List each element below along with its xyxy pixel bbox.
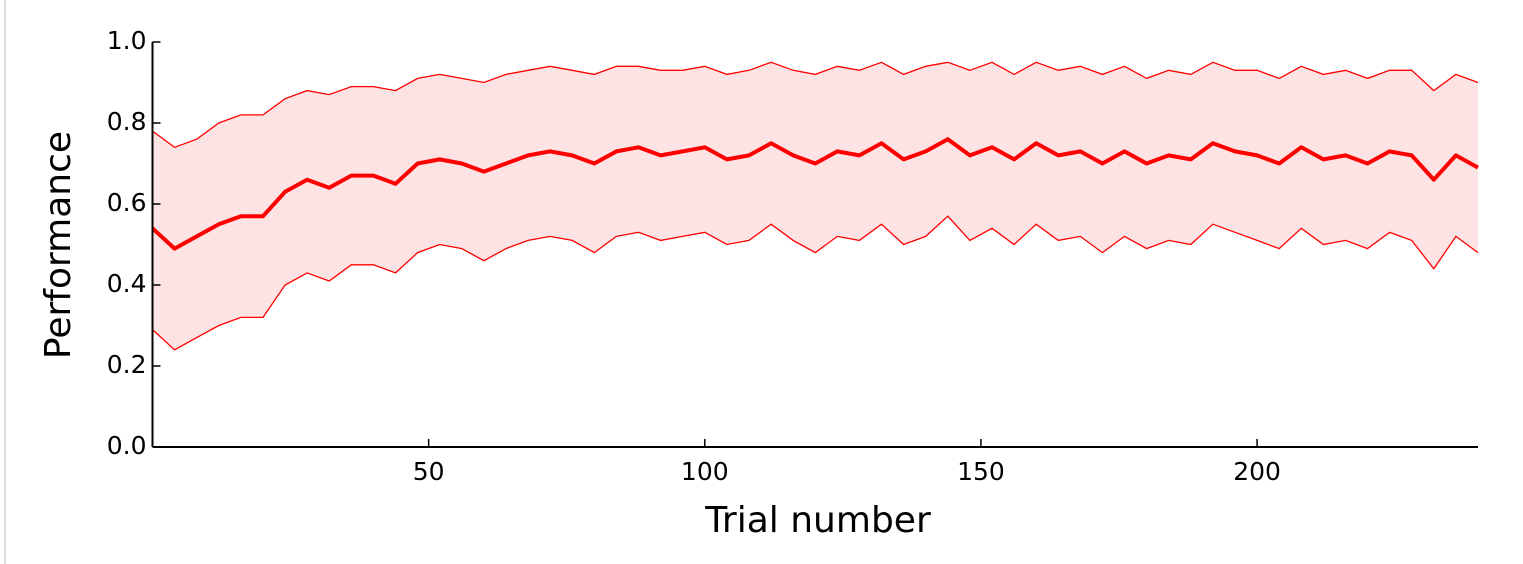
y-tick-label: 0.2 — [107, 350, 147, 379]
y-tick-label: 0.8 — [107, 107, 147, 136]
y-tick-label: 1.0 — [107, 26, 147, 55]
y-tick-label: 0.4 — [107, 269, 147, 298]
band-lower-line — [152, 215, 1479, 351]
y-axis-label: Performance — [38, 131, 79, 359]
x-tick-label: 100 — [681, 457, 729, 486]
mean-line — [151, 137, 1479, 251]
x-tick-label: 150 — [957, 457, 1005, 486]
y-tick-label: 0.0 — [107, 431, 147, 460]
x-axis-label: Trial number — [704, 500, 931, 541]
confidence-band — [152, 62, 1478, 350]
band-upper-line — [152, 61, 1479, 149]
x-tick-label: 50 — [413, 457, 445, 486]
x-tick-label: 200 — [1233, 457, 1281, 486]
y-tick-label: 0.6 — [107, 188, 147, 217]
